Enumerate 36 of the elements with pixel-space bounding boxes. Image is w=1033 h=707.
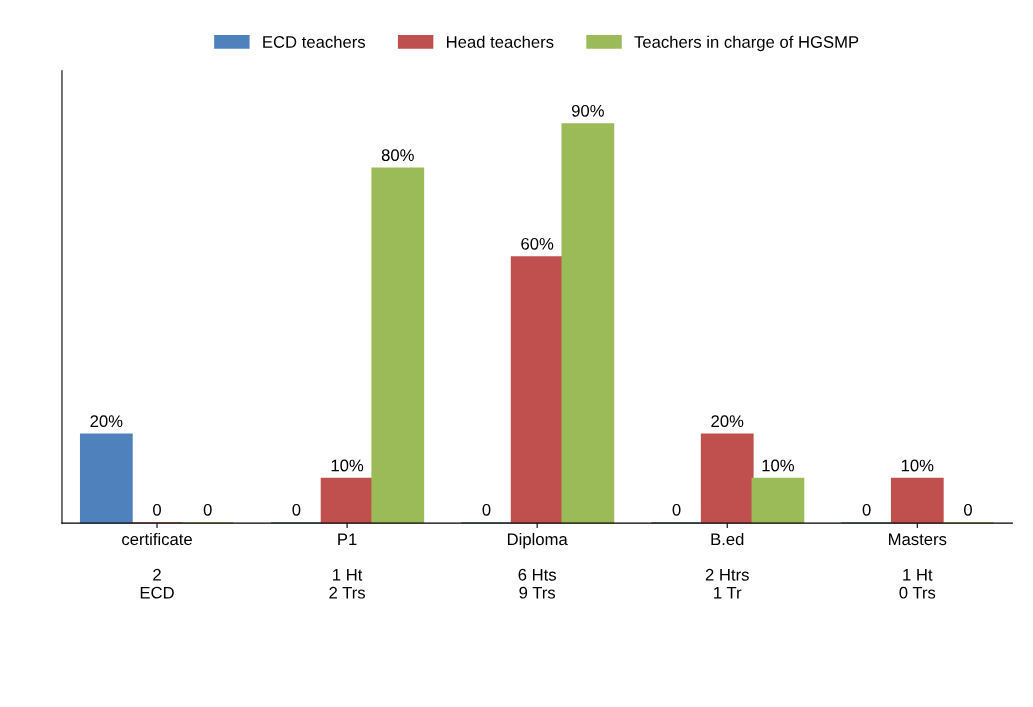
- text: 2 ECD: [140, 568, 174, 599]
- x-tick-label: certificate: [122, 532, 192, 546]
- data-label: 0: [153, 503, 161, 516]
- text: 1 Ht 2 Trs: [329, 569, 366, 599]
- legend-label: Teachers in charge of HGSMP: [634, 35, 859, 52]
- data-label: 20%: [90, 415, 123, 428]
- data-label: 10%: [901, 459, 934, 472]
- data-label: 0: [862, 503, 871, 516]
- bar: [700, 433, 754, 524]
- data-label: 90%: [571, 104, 604, 117]
- bar: [79, 433, 133, 524]
- text: 6 Hts 9 Trs: [518, 568, 557, 599]
- data-label: 10%: [331, 459, 364, 472]
- data-label: 0: [203, 503, 212, 516]
- x-tick-label: Masters: [889, 533, 947, 546]
- bar: [320, 477, 374, 524]
- data-label: 0: [292, 503, 301, 516]
- bar: [371, 167, 425, 524]
- data-label: 0: [482, 503, 491, 516]
- x-tick-label: Diploma: [507, 532, 568, 549]
- bar: [890, 477, 944, 524]
- data-label: 20%: [711, 415, 744, 428]
- legend-label: ECD teachers: [263, 35, 366, 48]
- bar: [561, 123, 615, 524]
- data-label: 0: [672, 503, 681, 516]
- text: 1 Ht 0 Trs: [899, 569, 936, 599]
- bar: [510, 256, 564, 524]
- data-label: 80%: [381, 149, 414, 162]
- x-tick-label: P1: [338, 533, 357, 545]
- data-label: 0: [964, 503, 972, 516]
- bar: [751, 477, 805, 524]
- data-label: 60%: [521, 237, 554, 250]
- text: 2 Htrs 1 Tr: [705, 568, 749, 599]
- x-tick-label: B.ed: [711, 532, 744, 546]
- legend-label: Head teachers: [447, 35, 554, 48]
- data-label: 10%: [762, 459, 794, 472]
